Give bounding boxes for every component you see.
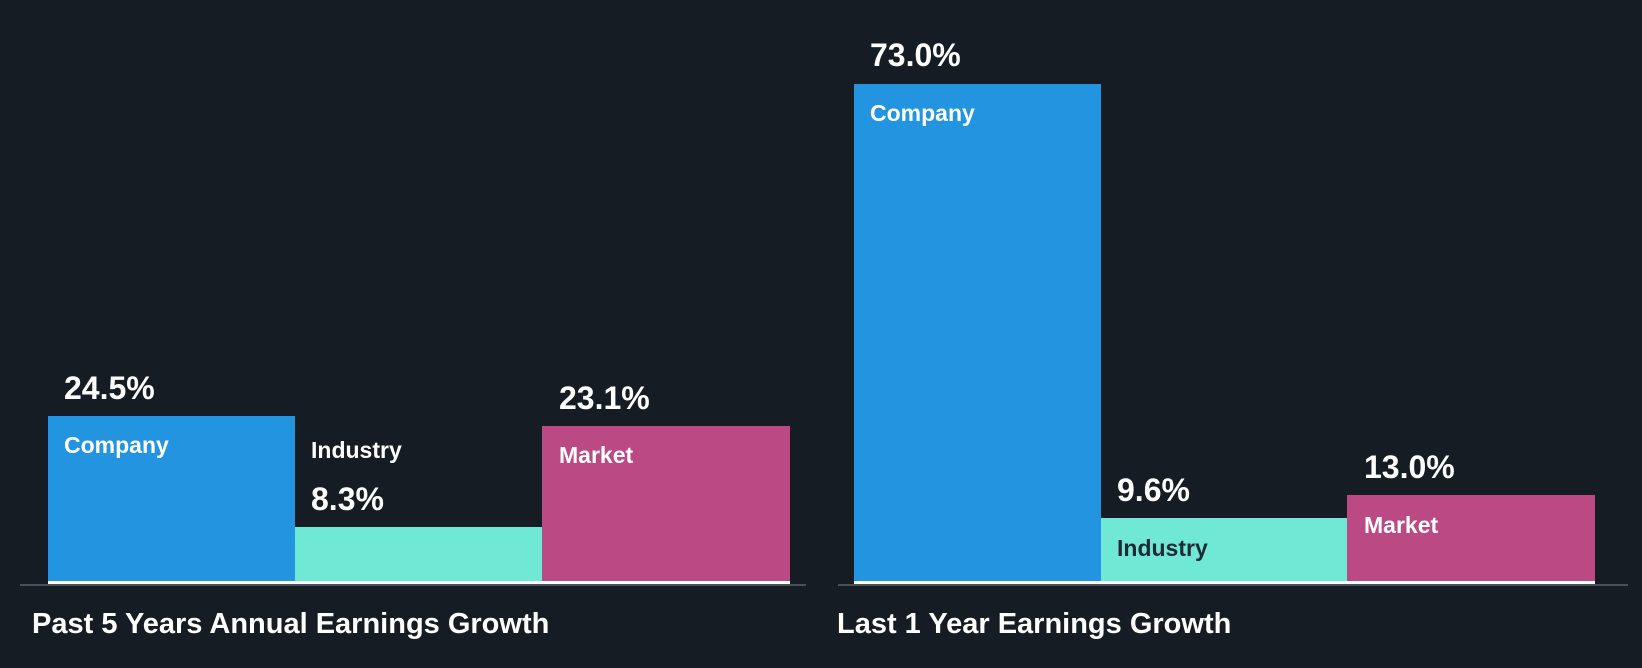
industry-bar	[295, 527, 542, 584]
bars-underline	[48, 581, 790, 584]
market-label: Market	[559, 442, 634, 468]
industry-value: 8.3%	[311, 481, 384, 517]
market-bar	[1347, 495, 1595, 584]
industry-value: 9.6%	[1117, 472, 1190, 508]
industry-label: Industry	[311, 437, 402, 463]
market-value: 23.1%	[559, 380, 650, 416]
company-value: 24.5%	[64, 370, 155, 406]
company-bar	[854, 84, 1101, 584]
company-value: 73.0%	[870, 37, 961, 73]
past-5-years-chart: 24.5% Company Industry 8.3% 23.1% Market…	[20, 370, 806, 640]
x-axis-baseline	[20, 584, 806, 586]
chart-title: Last 1 Year Earnings Growth	[837, 608, 1232, 640]
industry-bar	[1101, 518, 1347, 584]
company-bar	[48, 416, 295, 584]
bars-underline	[854, 581, 1595, 584]
x-axis-baseline	[838, 584, 1628, 586]
chart-title: Past 5 Years Annual Earnings Growth	[32, 608, 550, 640]
last-1-year-chart: 73.0% Company 9.6% Industry 13.0% Market…	[821, 0, 1642, 668]
industry-label: Industry	[1117, 535, 1208, 561]
company-label: Company	[64, 432, 169, 458]
market-label: Market	[1364, 512, 1439, 538]
company-label: Company	[870, 100, 975, 126]
market-bar	[542, 426, 790, 584]
market-value: 13.0%	[1364, 449, 1455, 485]
